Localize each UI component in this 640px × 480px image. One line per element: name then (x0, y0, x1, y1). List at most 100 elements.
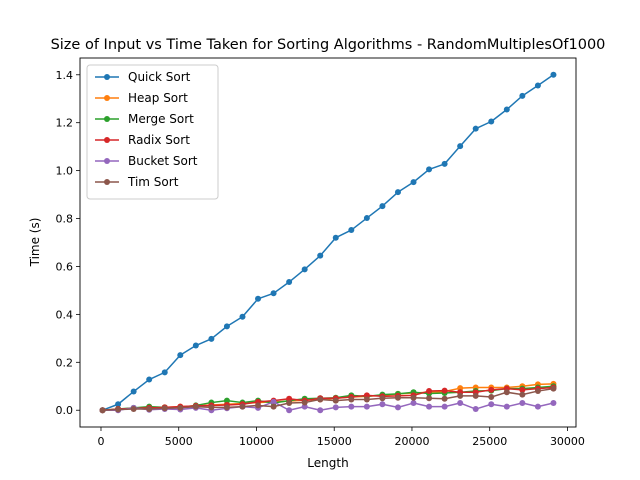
data-point (488, 401, 495, 408)
data-point (161, 369, 168, 376)
data-point (426, 395, 433, 402)
data-point (410, 179, 417, 186)
data-point (441, 160, 448, 167)
x-tick-label: 0 (97, 435, 104, 448)
data-point (161, 405, 168, 412)
data-point (550, 385, 557, 392)
data-point (317, 407, 324, 414)
legend-box (86, 64, 219, 200)
y-tick-label: 0.0 (56, 404, 74, 417)
data-point (503, 403, 510, 410)
data-point (223, 323, 230, 330)
data-point (270, 403, 277, 410)
data-point (223, 397, 230, 404)
data-point (99, 407, 106, 414)
data-point (410, 394, 417, 401)
data-point (208, 404, 215, 411)
legend-label: Merge Sort (128, 112, 194, 126)
y-tick-label: 0.4 (56, 308, 74, 321)
x-tick-label: 20000 (394, 435, 429, 448)
legend-marker (104, 95, 110, 101)
axes-frame (79, 57, 577, 428)
data-point (519, 386, 526, 393)
data-point (472, 125, 479, 132)
data-point (286, 407, 293, 414)
legend-item: Radix Sort (95, 133, 190, 147)
data-point (332, 397, 339, 404)
x-axis: 0 5000 10000 15000 20000 25000 30000 (97, 427, 585, 448)
data-point (239, 403, 246, 410)
data-point (130, 406, 137, 413)
data-point (192, 342, 199, 349)
data-point (332, 234, 339, 241)
legend-item: Merge Sort (95, 112, 194, 126)
plot-area (99, 71, 557, 414)
data-point (208, 335, 215, 342)
data-point (146, 376, 153, 383)
data-point (534, 403, 541, 410)
x-axis-label: Length (307, 456, 348, 470)
legend-label: Heap Sort (128, 91, 188, 105)
y-tick-label: 1.0 (56, 165, 74, 178)
data-point (348, 396, 355, 403)
data-point (286, 400, 293, 407)
data-point (332, 404, 339, 411)
data-point (239, 313, 246, 320)
data-point (457, 143, 464, 150)
data-point (394, 404, 401, 411)
data-point (301, 399, 308, 406)
data-point (441, 395, 448, 402)
data-point (115, 406, 122, 413)
data-point (286, 279, 293, 286)
data-point (348, 227, 355, 234)
data-point (363, 403, 370, 410)
data-point (394, 394, 401, 401)
data-point (363, 215, 370, 222)
legend-label: Bucket Sort (128, 154, 198, 168)
data-point (519, 400, 526, 407)
y-axis: 0.0 0.2 0.4 0.6 0.8 1.0 1.2 1.4 (56, 69, 80, 417)
data-point (441, 403, 448, 410)
data-point (519, 92, 526, 99)
legend-marker (104, 74, 110, 80)
data-point (488, 118, 495, 125)
data-point (426, 403, 433, 410)
data-point (286, 395, 293, 402)
legend-marker (104, 137, 110, 143)
data-point (130, 388, 137, 395)
data-point (363, 396, 370, 403)
data-point (270, 290, 277, 297)
data-point (223, 404, 230, 411)
data-point (488, 386, 495, 393)
legend-label: Tim Sort (127, 175, 179, 189)
data-point (270, 398, 277, 405)
data-point (472, 392, 479, 399)
data-point (488, 394, 495, 401)
data-point (426, 388, 433, 395)
legend-label: Radix Sort (128, 133, 190, 147)
data-point (379, 401, 386, 408)
data-point (534, 82, 541, 89)
data-point (534, 388, 541, 395)
y-tick-label: 1.4 (56, 69, 74, 82)
data-point (301, 266, 308, 273)
legend-marker (104, 158, 110, 164)
data-point (255, 295, 262, 302)
legend-item: Heap Sort (95, 91, 188, 105)
data-point (348, 403, 355, 410)
data-point (457, 400, 464, 407)
x-tick-label: 15000 (317, 435, 352, 448)
data-point (255, 402, 262, 409)
y-tick-label: 0.2 (56, 356, 74, 369)
x-tick-label: 10000 (239, 435, 274, 448)
data-point (550, 400, 557, 407)
legend-item: Tim Sort (95, 175, 179, 189)
chart-title: Size of Input vs Time Taken for Sorting … (51, 37, 606, 53)
y-tick-label: 1.2 (56, 117, 74, 130)
y-tick-label: 0.6 (56, 260, 74, 273)
data-point (519, 391, 526, 398)
x-tick-label: 30000 (550, 435, 585, 448)
x-tick-label: 25000 (472, 435, 507, 448)
y-axis-label: Time (s) (28, 218, 42, 268)
